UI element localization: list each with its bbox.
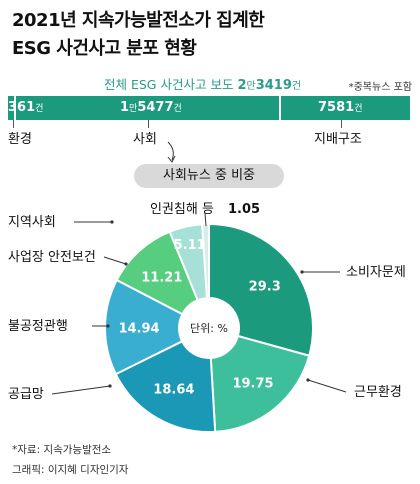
credit-note: 그래픽: 이지혜 디자인기자 [12,464,129,476]
slice-value-label: 29.3 [249,280,281,295]
pie-center [180,299,238,357]
governance-value: 7581건 [318,100,363,115]
breakdown-bar: 361건 1만5477건 7581건 [8,96,410,120]
leader-line [51,385,111,395]
chart-title-line1: 2021년 지속가능발전소가 집계한 [12,10,265,31]
category-label: 지역사회 [8,215,56,230]
total-prefix: 전체 ESG 사건사고 보도 [104,77,234,92]
center-unit-label: 단위: % [190,322,228,335]
category-label: 사업장 안전보건 [8,250,96,265]
category-label: 근무환경 [354,385,402,400]
pie-slice-4 [104,278,184,376]
leader-dot [124,262,128,266]
social-tick [148,120,149,128]
total-count: 전체 ESG 사건사고 보도 2만3419건 [104,74,301,93]
leader-dot [300,270,304,274]
pie-slice-2 [209,334,311,433]
category-social: 사회 [133,132,157,147]
pie-slice-7 [201,222,210,300]
env-tick [13,120,14,128]
category-env: 환경 [8,132,32,147]
leader-line [204,212,207,227]
bar-separator [279,96,281,120]
governance-tick [341,120,342,128]
section-label: 사회뉴스 중 비중 [134,164,284,188]
slice-value-label: 11.21 [141,270,182,285]
bar-separator [14,96,16,120]
slice-value-label: 1.05 [228,202,260,217]
slice-value-label: 19.75 [232,376,273,391]
slice-value-label: 18.64 [153,383,194,398]
chart-title-line2: ESG 사건사고 분포 현황 [12,38,197,59]
category-governance: 지배구조 [314,132,362,147]
slice-value-label: 5.11 [174,238,206,253]
category-label: 소비자문제 [346,265,406,280]
leader-dot [306,378,310,382]
total-num2: 3419 [255,78,292,93]
pie-slice-3 [114,339,217,433]
source-note: *자료: 지속가능발전소 [12,444,112,456]
leader-line [307,379,347,393]
category-label: 공급망 [8,387,44,402]
category-label: 불공정관행 [8,318,68,334]
total-num1: 2 [237,78,247,93]
env-value: 361건 [8,100,44,115]
duplicate-note: *중복뉴스 포함 [348,82,412,93]
arrow-head-icon [167,155,176,163]
total-unit2: 건 [291,81,302,92]
social-value: 1만5477건 [120,100,182,115]
leader-dot [106,324,110,328]
slice-value-label: 14.94 [118,321,159,336]
pie-slice-1 [208,222,314,357]
category-label: 인권침해 등 [150,202,214,217]
total-unit1: 만 [246,81,256,92]
leader-dot [110,220,114,224]
leader-line [103,256,127,265]
curved-arrow [167,141,174,161]
leader-dot [108,384,112,388]
